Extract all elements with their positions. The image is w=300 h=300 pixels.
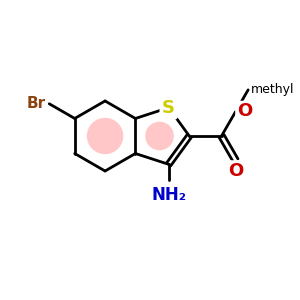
Text: NH₂: NH₂: [151, 186, 186, 204]
Circle shape: [145, 122, 174, 150]
Text: S: S: [162, 99, 175, 117]
Text: methyl: methyl: [250, 83, 294, 96]
Text: O: O: [237, 102, 252, 120]
Text: O: O: [228, 162, 243, 180]
Circle shape: [87, 118, 123, 154]
Text: Br: Br: [27, 96, 46, 111]
